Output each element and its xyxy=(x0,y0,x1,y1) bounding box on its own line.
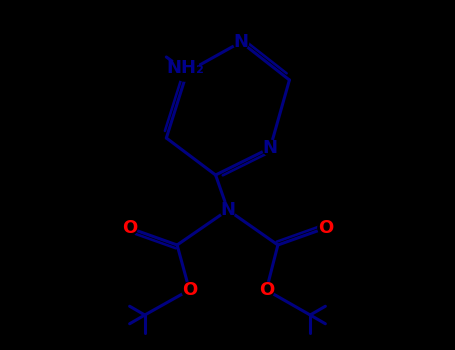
Text: N: N xyxy=(233,33,248,51)
Circle shape xyxy=(220,202,236,218)
Text: N: N xyxy=(263,139,278,157)
Text: O: O xyxy=(122,219,137,237)
Circle shape xyxy=(122,220,137,236)
Circle shape xyxy=(172,55,199,81)
Text: O: O xyxy=(182,281,197,299)
Text: N: N xyxy=(220,201,235,219)
Circle shape xyxy=(258,282,274,298)
Circle shape xyxy=(318,220,333,236)
Text: NH₂: NH₂ xyxy=(167,59,204,77)
Text: O: O xyxy=(259,281,274,299)
Circle shape xyxy=(182,282,197,298)
Text: O: O xyxy=(318,219,333,237)
Circle shape xyxy=(263,140,278,156)
Circle shape xyxy=(233,34,249,50)
